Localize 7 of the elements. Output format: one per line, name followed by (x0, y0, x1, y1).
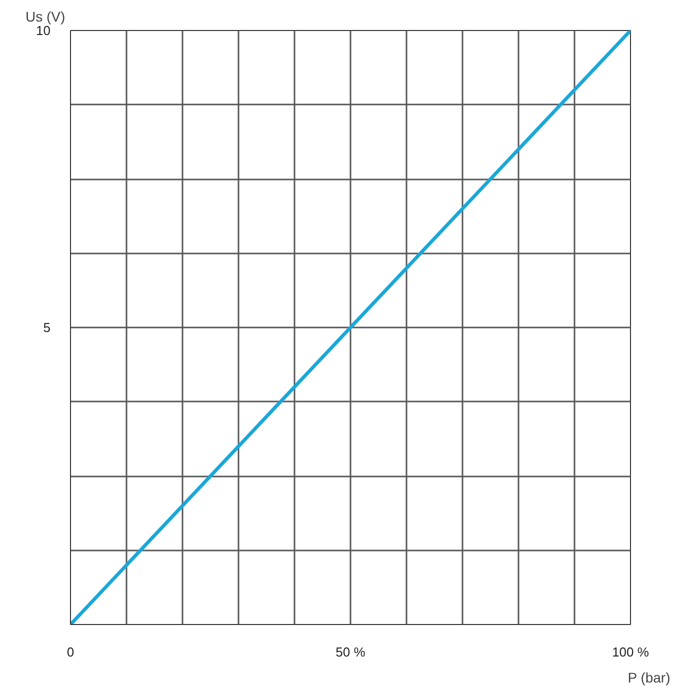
x-tick-label: 50 % (336, 644, 366, 660)
y-axis-title: Us (V) (26, 8, 66, 24)
x-tick-label: 100 % (612, 644, 650, 660)
y-tick-label: 10 (36, 23, 51, 38)
x-axis-title: P (bar) (628, 670, 670, 686)
x-tick-label: 0 (66, 644, 74, 660)
y-tick-label: 5 (43, 320, 51, 335)
